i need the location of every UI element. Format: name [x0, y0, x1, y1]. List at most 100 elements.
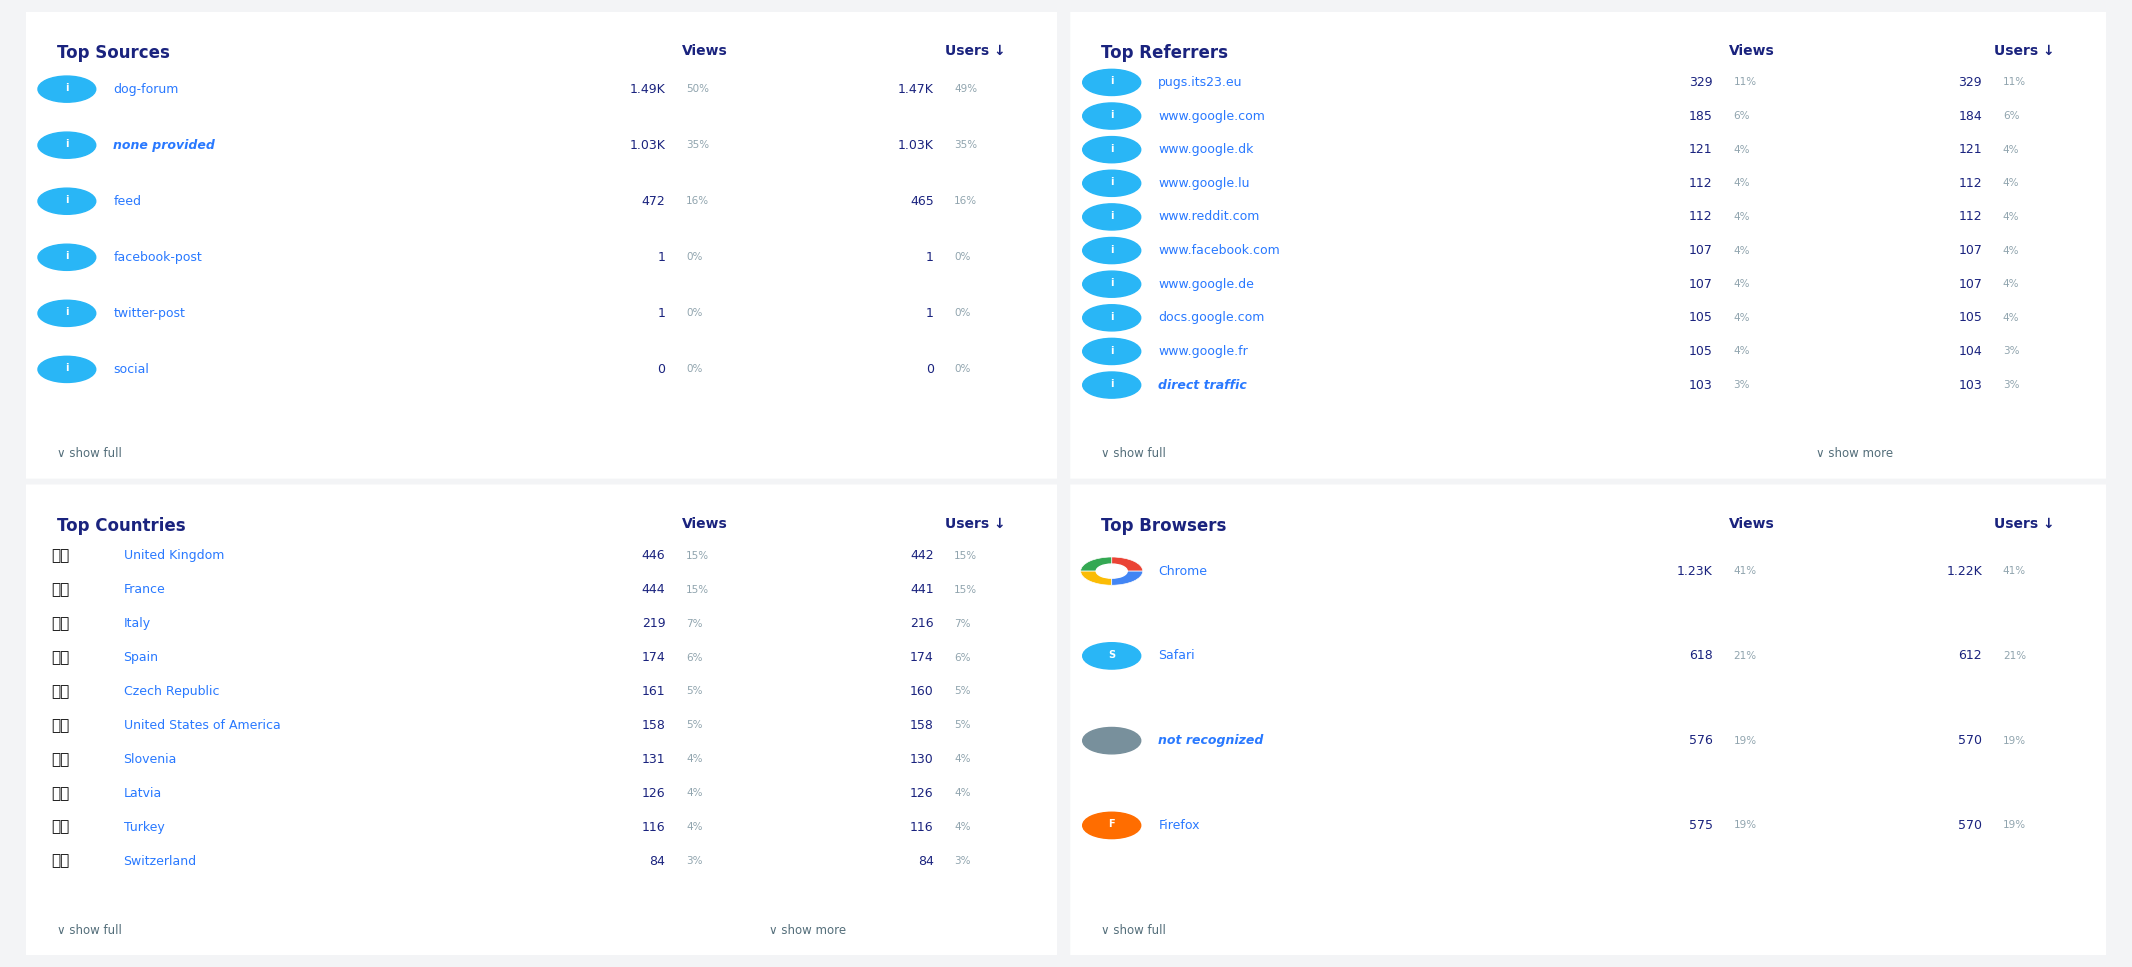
- Circle shape: [38, 189, 96, 215]
- Text: Slovenia: Slovenia: [124, 752, 177, 766]
- Text: Top Countries: Top Countries: [58, 517, 185, 536]
- Text: 174: 174: [642, 651, 665, 664]
- Circle shape: [1083, 305, 1141, 331]
- Text: i: i: [1111, 379, 1113, 389]
- Text: dog-forum: dog-forum: [113, 82, 179, 96]
- Text: 4%: 4%: [1733, 145, 1750, 155]
- Wedge shape: [1081, 557, 1111, 571]
- Text: 570: 570: [1957, 819, 1983, 832]
- Text: i: i: [66, 364, 68, 373]
- Text: Spain: Spain: [124, 651, 158, 664]
- Text: 4%: 4%: [955, 788, 970, 798]
- Text: pugs.its23.eu: pugs.its23.eu: [1158, 76, 1243, 89]
- Text: 6%: 6%: [1733, 111, 1750, 121]
- Text: 3%: 3%: [687, 856, 701, 866]
- Text: 0: 0: [925, 363, 934, 376]
- Text: Latvia: Latvia: [124, 787, 162, 800]
- Text: 116: 116: [642, 821, 665, 834]
- Circle shape: [1083, 643, 1141, 669]
- Text: ∨ show full: ∨ show full: [58, 923, 122, 937]
- Text: 0%: 0%: [955, 308, 970, 318]
- Text: 🇨🇿: 🇨🇿: [51, 684, 70, 699]
- Text: 158: 158: [642, 718, 665, 732]
- Text: not recognized: not recognized: [1158, 734, 1264, 747]
- Text: i: i: [1111, 312, 1113, 322]
- Text: 1: 1: [925, 250, 934, 264]
- Text: Top Sources: Top Sources: [58, 44, 168, 62]
- Text: Views: Views: [1729, 517, 1774, 532]
- Text: 15%: 15%: [687, 551, 710, 561]
- Text: 161: 161: [642, 685, 665, 698]
- Text: 41%: 41%: [2002, 566, 2025, 576]
- Circle shape: [1083, 812, 1141, 838]
- Circle shape: [1083, 204, 1141, 230]
- Circle shape: [1083, 136, 1141, 162]
- Text: 19%: 19%: [1733, 820, 1757, 831]
- Text: 4%: 4%: [687, 754, 701, 764]
- Text: 219: 219: [642, 617, 665, 630]
- Text: 🇫🇷: 🇫🇷: [51, 582, 70, 598]
- Text: 6%: 6%: [2002, 111, 2019, 121]
- Text: i: i: [1111, 245, 1113, 254]
- Text: 19%: 19%: [2002, 820, 2025, 831]
- Text: facebook-post: facebook-post: [113, 250, 203, 264]
- Text: 1: 1: [657, 307, 665, 320]
- Text: 465: 465: [910, 194, 934, 208]
- Text: 158: 158: [910, 718, 934, 732]
- Text: i: i: [1111, 278, 1113, 288]
- Text: 329: 329: [1959, 76, 1983, 89]
- Text: 4%: 4%: [2002, 178, 2019, 189]
- Circle shape: [1083, 727, 1141, 754]
- Text: 184: 184: [1959, 109, 1983, 123]
- Text: 🇱🇻: 🇱🇻: [51, 786, 70, 801]
- Text: 126: 126: [910, 787, 934, 800]
- Text: 105: 105: [1689, 345, 1712, 358]
- Text: 0: 0: [657, 363, 665, 376]
- Text: 15%: 15%: [955, 585, 976, 595]
- Text: 575: 575: [1689, 819, 1712, 832]
- Text: Top Browsers: Top Browsers: [1102, 517, 1226, 536]
- Text: 1: 1: [657, 250, 665, 264]
- Text: 4%: 4%: [2002, 212, 2019, 221]
- Text: i: i: [1111, 177, 1113, 188]
- FancyBboxPatch shape: [1070, 484, 2106, 955]
- Text: www.google.com: www.google.com: [1158, 109, 1264, 123]
- Text: 1.03K: 1.03K: [898, 138, 934, 152]
- Text: 0%: 0%: [955, 365, 970, 374]
- Text: 4%: 4%: [2002, 246, 2019, 255]
- Text: i: i: [66, 139, 68, 149]
- Text: i: i: [1111, 110, 1113, 120]
- Text: www.google.fr: www.google.fr: [1158, 345, 1247, 358]
- Text: 7%: 7%: [687, 619, 701, 629]
- Text: 4%: 4%: [1733, 312, 1750, 323]
- Text: 49%: 49%: [955, 84, 976, 94]
- Text: 4%: 4%: [1733, 279, 1750, 289]
- Text: 35%: 35%: [687, 140, 710, 150]
- Text: 3%: 3%: [2002, 346, 2019, 357]
- Wedge shape: [1111, 571, 1143, 585]
- Text: 11%: 11%: [1733, 77, 1757, 87]
- Text: 4%: 4%: [955, 754, 970, 764]
- Text: www.google.lu: www.google.lu: [1158, 177, 1249, 190]
- Text: 576: 576: [1689, 734, 1712, 747]
- Text: i: i: [1111, 345, 1113, 356]
- Circle shape: [38, 76, 96, 103]
- Text: ∨ show full: ∨ show full: [1102, 447, 1166, 460]
- Text: 112: 112: [1689, 211, 1712, 223]
- Circle shape: [1083, 170, 1141, 196]
- Text: Top Referrers: Top Referrers: [1102, 44, 1228, 62]
- Text: feed: feed: [113, 194, 141, 208]
- Text: i: i: [1111, 76, 1113, 86]
- Text: 4%: 4%: [1733, 346, 1750, 357]
- Text: 107: 107: [1957, 244, 1983, 257]
- Text: 570: 570: [1957, 734, 1983, 747]
- Text: 174: 174: [910, 651, 934, 664]
- Text: 4%: 4%: [1733, 178, 1750, 189]
- Text: Italy: Italy: [124, 617, 151, 630]
- Text: Switzerland: Switzerland: [124, 855, 196, 867]
- Text: 0%: 0%: [955, 252, 970, 262]
- Text: 11%: 11%: [2002, 77, 2025, 87]
- Circle shape: [1096, 564, 1128, 578]
- Text: 4%: 4%: [1733, 212, 1750, 221]
- Text: 130: 130: [910, 752, 934, 766]
